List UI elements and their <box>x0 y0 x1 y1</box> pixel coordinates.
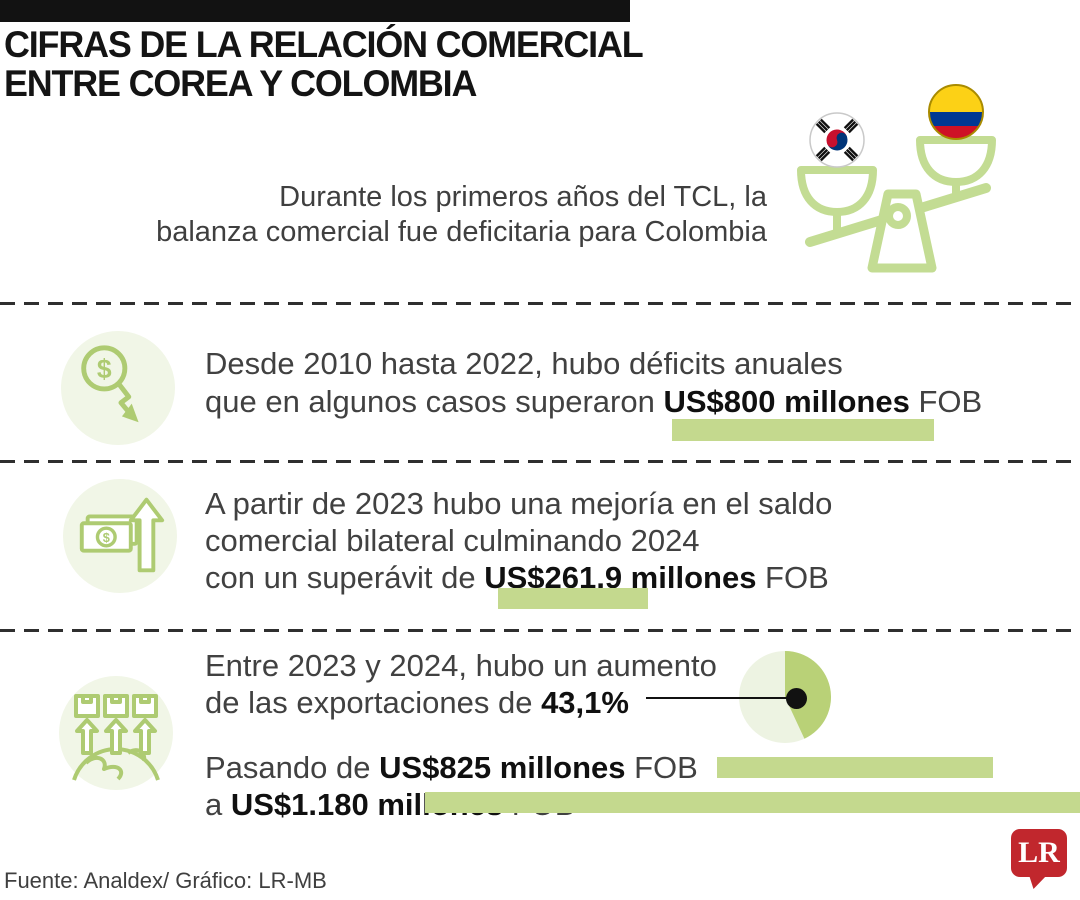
lr-logo-tail <box>1029 875 1047 889</box>
dashed-divider-3 <box>0 629 1080 632</box>
money-growth-icon: $ <box>63 479 177 593</box>
deficit-value: US$800 millones <box>663 384 910 419</box>
pie-callout-dot <box>786 688 807 709</box>
dashed-divider-1 <box>0 302 1080 305</box>
section2-line1: A partir de 2023 hubo una mejoría en el … <box>205 486 833 521</box>
svg-text:$: $ <box>103 530 110 545</box>
intro-line1: Durante los primeros años del TCL, la <box>279 181 767 213</box>
dashed-divider-2 <box>0 460 1080 463</box>
section3-line2: de las exportaciones de 43,1% <box>205 685 629 720</box>
source-credit: Fuente: Analdex/ Gráfico: LR-MB <box>4 868 327 893</box>
exports-2023-value: US$825 millones <box>379 750 626 785</box>
bar-exports-2023 <box>717 757 993 778</box>
page-title-line2: ENTRE COREA Y COLOMBIA <box>4 63 477 104</box>
pie-growth-slice <box>785 651 831 739</box>
section2-line2: comercial bilateral culminando 2024 <box>205 523 700 558</box>
intro-line2: balanza comercial fue deficitaria para C… <box>156 216 767 248</box>
pie-callout-line <box>646 697 797 699</box>
svg-text:$: $ <box>97 354 112 384</box>
lr-logo: LR <box>1011 829 1067 877</box>
section3-line3: Pasando de US$825 millones FOB <box>205 750 698 785</box>
section1-line2: que en algunos casos superaron US$800 mi… <box>205 384 983 419</box>
declining-dollar-search-icon: $ <box>61 331 175 445</box>
section1-line1: Desde 2010 hasta 2022, hubo déficits anu… <box>205 346 843 381</box>
section3-line1: Entre 2023 y 2024, hubo un aumento <box>205 648 717 683</box>
scale-right-pan <box>916 136 996 186</box>
exports-globe-icon <box>59 676 173 790</box>
scale-left-pan <box>797 166 877 216</box>
bar-exports-2024 <box>425 792 1080 813</box>
top-accent-bar <box>0 0 630 22</box>
export-growth-percent: 43,1% <box>541 685 629 720</box>
intro-text: Durante los primeros años del TCL, la ba… <box>60 180 767 250</box>
highlight-bar-deficit <box>672 419 934 441</box>
colombia-flag-icon <box>928 84 984 140</box>
south-korea-flag-icon <box>809 112 865 168</box>
page-title: CIFRAS DE LA RELACIÓN COMERCIAL ENTRE CO… <box>4 24 644 104</box>
highlight-bar-surplus <box>498 588 648 609</box>
page-title-line1: CIFRAS DE LA RELACIÓN COMERCIAL <box>4 24 644 65</box>
balance-scale-illustration <box>797 84 996 273</box>
